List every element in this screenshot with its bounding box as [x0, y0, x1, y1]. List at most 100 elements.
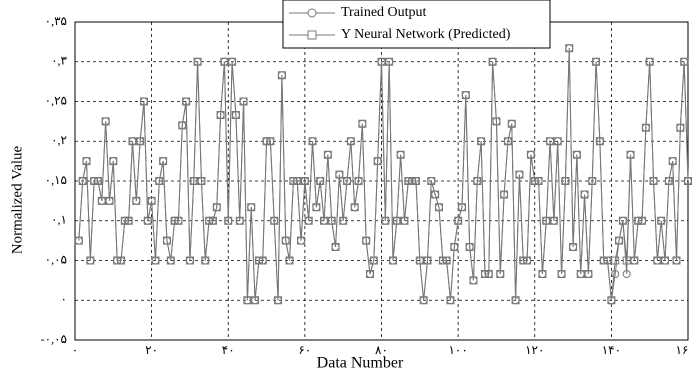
- marker-square: [323, 150, 332, 159]
- marker-square: [381, 216, 390, 225]
- marker-square: [561, 177, 570, 185]
- marker-square: [247, 203, 256, 212]
- marker-square: [316, 177, 325, 185]
- marker-square: [300, 177, 309, 185]
- marker-square: [197, 177, 206, 185]
- marker-square: [657, 216, 666, 225]
- marker-square: [523, 256, 532, 265]
- marker-square: [385, 57, 394, 66]
- marker-square: [101, 117, 110, 126]
- marker-square: [469, 276, 478, 285]
- marker-square: [592, 57, 601, 66]
- marker-square: [377, 57, 386, 66]
- marker-square: [446, 296, 455, 305]
- marker-square: [281, 236, 290, 245]
- marker-square: [105, 196, 114, 205]
- legend-label: Y Neural Network (Predicted): [341, 27, 511, 42]
- x-tick-label: ۱۴۰: [602, 343, 621, 357]
- marker-square: [603, 256, 612, 265]
- marker-square: [358, 119, 367, 128]
- marker-square: [297, 236, 306, 245]
- legend-box: [282, 0, 551, 49]
- series-line: [78, 48, 689, 301]
- marker-square: [159, 157, 168, 166]
- x-tick-label: ۱۶: [676, 343, 689, 357]
- marker-square: [339, 216, 348, 225]
- marker-square: [638, 216, 647, 225]
- marker-square: [515, 170, 524, 179]
- marker-square: [400, 216, 409, 225]
- y-tick-label: ۰: [61, 292, 67, 306]
- marker-square: [208, 216, 217, 225]
- marker-square: [185, 256, 194, 265]
- marker-square: [258, 256, 267, 265]
- marker-square: [538, 270, 547, 279]
- marker-square: [373, 157, 382, 166]
- y-tick-label: -۰,۰۵: [41, 332, 67, 346]
- marker-square: [661, 256, 670, 265]
- x-tick-label: ۴۰: [222, 343, 235, 357]
- marker-square: [549, 216, 558, 225]
- y-tick-label: ۰,۰۵: [45, 252, 67, 266]
- marker-square: [362, 236, 371, 245]
- marker-square: [584, 270, 593, 279]
- marker-square: [427, 177, 436, 185]
- marker-square: [136, 137, 145, 146]
- marker-square: [388, 256, 397, 265]
- marker-square: [454, 216, 463, 225]
- marker-circle: [622, 270, 631, 279]
- marker-square: [109, 157, 118, 166]
- marker-square: [465, 242, 474, 251]
- marker-square: [93, 177, 102, 185]
- marker-square: [630, 256, 639, 265]
- marker-square: [569, 242, 578, 251]
- marker-square: [653, 256, 662, 265]
- marker-square: [684, 177, 692, 185]
- marker-square: [343, 177, 352, 185]
- marker-square: [488, 57, 497, 66]
- marker-square: [228, 57, 237, 66]
- marker-square: [676, 123, 685, 132]
- marker-square: [308, 137, 317, 146]
- marker-square: [243, 296, 252, 305]
- marker-square: [78, 177, 87, 185]
- y-tick-label: ۰,۱۵: [45, 173, 67, 187]
- marker-square: [618, 216, 627, 225]
- marker-square: [411, 177, 420, 185]
- marker-square: [461, 91, 470, 100]
- marker-square: [74, 236, 83, 245]
- marker-square: [201, 256, 210, 265]
- x-tick-label: ۲۰: [145, 343, 158, 357]
- marker-square: [473, 177, 482, 185]
- marker-square: [82, 157, 91, 166]
- marker-square: [419, 296, 428, 305]
- marker-square: [511, 296, 520, 305]
- y-tick-label: ۰,۲۵: [45, 93, 67, 107]
- y-tick-label: ۰,۳۵: [45, 14, 67, 28]
- marker-square: [189, 177, 198, 185]
- marker-square: [553, 137, 562, 146]
- marker-square: [680, 57, 689, 66]
- marker-square: [151, 256, 160, 265]
- legend-marker: [307, 30, 317, 40]
- y-tick-label: ۰,۲: [51, 133, 67, 147]
- marker-square: [576, 270, 585, 279]
- marker-square: [442, 256, 451, 265]
- marker-square: [484, 270, 493, 279]
- x-axis-label: Data Number: [317, 355, 404, 372]
- marker-square: [354, 177, 363, 185]
- marker-square: [327, 216, 336, 225]
- marker-square: [235, 216, 244, 225]
- marker-square: [212, 203, 221, 212]
- marker-square: [320, 216, 329, 225]
- marker-square: [124, 216, 133, 225]
- marker-square: [526, 150, 535, 159]
- marker-square: [231, 111, 240, 120]
- marker-square: [350, 203, 359, 212]
- marker-square: [277, 71, 286, 80]
- marker-square: [668, 157, 677, 166]
- marker-square: [270, 216, 279, 225]
- marker-square: [369, 256, 378, 265]
- x-tick-label: ۱۰۰: [448, 343, 467, 357]
- marker-square: [542, 216, 551, 225]
